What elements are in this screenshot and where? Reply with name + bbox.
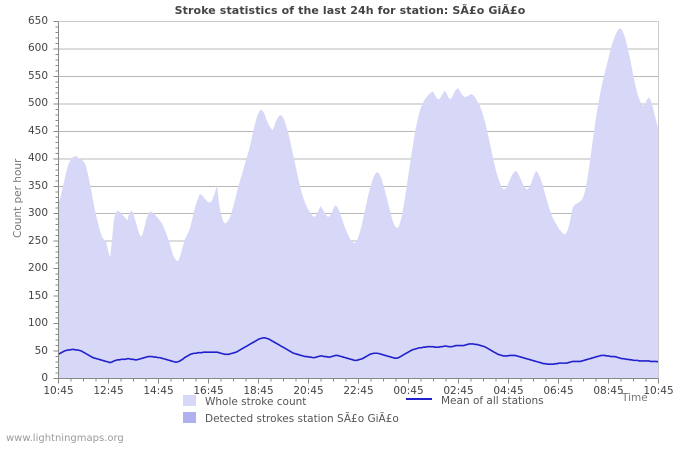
y-tick-label: 300 [27,207,48,220]
y-tick-label: 0 [41,372,48,384]
x-axis-label: Time [622,392,648,404]
legend-swatch-detected-strokes [183,412,196,423]
legend-swatch-whole-stroke-count [183,395,196,406]
legend-item-mean-of-all-stations: Mean of all stations [406,395,544,407]
x-tick-label: 18:45 [243,384,274,397]
x-tick-label: 02:45 [443,384,474,397]
x-tick-label: 22:45 [343,384,374,397]
axis-frame [58,21,659,379]
x-tick-label: 04:45 [493,384,524,397]
y-axis-ticks [53,21,59,379]
y-tick-label: 350 [27,179,48,192]
x-tick-label: 16:45 [193,384,224,397]
legend-label-mean-of-all-stations: Mean of all stations [441,395,544,407]
x-tick-label: 12:45 [93,384,124,397]
y-tick-label: 600 [27,42,48,55]
x-tick-label: 10:45 [43,384,74,397]
y-tick-label: 50 [34,344,48,357]
x-tick-label: 08:45 [593,384,624,397]
x-tick-label: 10:45 [643,384,674,397]
series-mean-of-all-stations-line [58,337,659,366]
legend-item-detected-strokes: Detected strokes station SÃ£o GiÃ£o [183,412,399,425]
legend-line-mean-of-all-stations [406,398,432,400]
y-tick-label: 650 [27,15,48,27]
x-tick-label: 06:45 [543,384,574,397]
legend-label-whole-stroke-count: Whole stroke count [205,396,307,408]
y-tick-label: 250 [27,234,48,247]
legend-item-whole-stroke-count: Whole stroke count [183,395,306,408]
y-tick-label: 500 [27,97,48,110]
y-axis-label: Count per hour [12,158,24,238]
y-tick-label: 100 [27,317,48,330]
x-tick-label: 14:45 [143,384,174,397]
x-tick-label: 00:45 [393,384,424,397]
series-whole-stroke-count-area [58,28,659,379]
x-axis-ticks [58,378,659,384]
y-tick-label: 200 [27,262,48,275]
y-tick-label: 150 [27,289,48,302]
chart-title: Stroke statistics of the last 24h for st… [174,4,526,17]
y-tick-label: 400 [27,152,48,165]
y-tick-label: 450 [27,124,48,137]
footer-url: www.lightningmaps.org [6,433,124,444]
legend-label-detected-strokes: Detected strokes station SÃ£o GiÃ£o [205,413,399,425]
x-tick-label: 20:45 [293,384,324,397]
y-tick-label: 550 [27,69,48,82]
